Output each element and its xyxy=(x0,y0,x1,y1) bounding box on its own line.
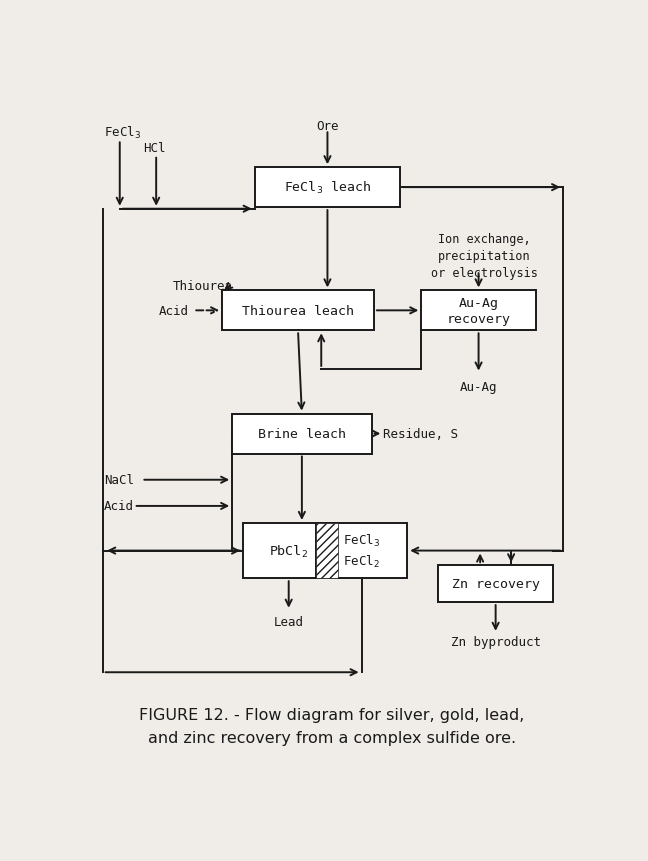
Text: Acid: Acid xyxy=(104,500,134,513)
Text: Zn byproduct: Zn byproduct xyxy=(450,635,540,648)
Text: NaCl: NaCl xyxy=(104,474,134,486)
Text: Ion exchange,
precipitation
or electrolysis: Ion exchange, precipitation or electroly… xyxy=(430,232,537,280)
Bar xyxy=(421,291,536,331)
Text: FIGURE 12. - Flow diagram for silver, gold, lead,: FIGURE 12. - Flow diagram for silver, go… xyxy=(139,707,525,722)
Text: FeCl$_3$ leach: FeCl$_3$ leach xyxy=(284,180,371,196)
Bar xyxy=(255,168,400,208)
Text: Zn recovery: Zn recovery xyxy=(452,578,540,591)
Text: FeCl$_3$: FeCl$_3$ xyxy=(104,125,141,141)
Text: Acid: Acid xyxy=(159,305,189,318)
Bar xyxy=(438,566,553,603)
Text: FeCl$_3$
FeCl$_2$: FeCl$_3$ FeCl$_2$ xyxy=(343,533,380,569)
Bar xyxy=(232,414,371,454)
Text: Lead: Lead xyxy=(273,616,304,629)
Text: and zinc recovery from a complex sulfide ore.: and zinc recovery from a complex sulfide… xyxy=(148,730,516,746)
Bar xyxy=(243,523,334,579)
Text: Brine leach: Brine leach xyxy=(258,428,346,441)
Text: Thiourea: Thiourea xyxy=(172,280,233,293)
Bar xyxy=(222,291,374,331)
Text: Ore: Ore xyxy=(316,121,339,133)
Bar xyxy=(316,523,408,579)
Text: Thiourea leach: Thiourea leach xyxy=(242,305,354,318)
Text: Residue, S: Residue, S xyxy=(383,428,458,441)
Bar xyxy=(316,523,338,579)
Text: PbCl$_2$: PbCl$_2$ xyxy=(269,543,308,559)
Text: HCl: HCl xyxy=(143,142,165,155)
Text: Au-Ag
recovery: Au-Ag recovery xyxy=(446,296,511,325)
Text: Au-Ag: Au-Ag xyxy=(460,381,497,393)
